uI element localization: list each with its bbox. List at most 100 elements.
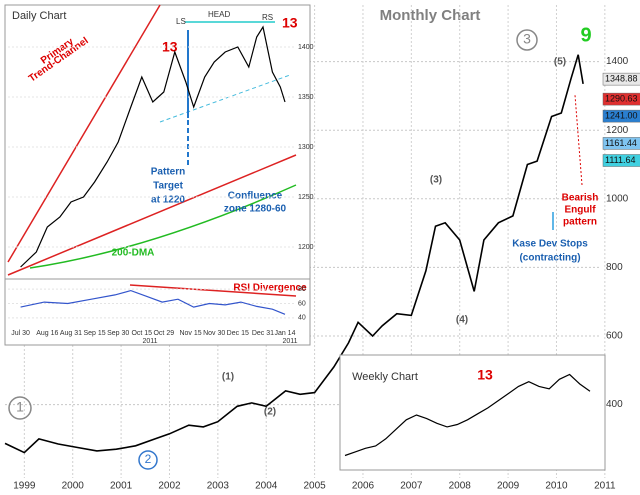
y-tick-label: 800 — [606, 262, 623, 273]
x-tick-label: 2011 — [594, 481, 616, 492]
inset-frame — [339, 354, 606, 471]
x-tick-label: 2004 — [255, 481, 278, 492]
x-tick-label: 2000 — [62, 481, 85, 492]
x-tick-label: 2001 — [110, 481, 133, 492]
y-tick-label: 1200 — [298, 244, 314, 251]
price-label: 1290.63 — [605, 93, 638, 103]
x-tick-label: Jul 30 — [11, 330, 30, 337]
annotation: 2011 — [142, 338, 157, 345]
annotation: 3 — [523, 31, 531, 47]
price-box — [602, 154, 640, 167]
y-tick-label: 1200 — [606, 125, 629, 136]
x-tick-label: Dec 15 — [227, 330, 249, 337]
inset-frame — [4, 4, 311, 346]
x-tick-label: Jan 14 — [274, 330, 295, 337]
y-tick-label: 60 — [298, 300, 306, 307]
annotation: Target — [153, 181, 183, 192]
x-tick-label: 1999 — [13, 481, 36, 492]
x-tick-label: Dec 31 — [252, 330, 274, 337]
price-label: 1241.00 — [605, 111, 638, 121]
x-tick-label: Oct 29 — [153, 330, 174, 337]
y-tick-label: 1000 — [606, 193, 629, 204]
annotation: RSI Divergence — [233, 283, 307, 294]
inset-title: Daily Chart — [12, 10, 66, 22]
x-tick-label: 2009 — [497, 481, 520, 492]
y-tick-label: 1400 — [606, 56, 629, 67]
annotation: Confluence — [228, 191, 283, 202]
x-tick-label: Nov 15 — [179, 330, 201, 337]
annotation: Kase Dev Stops — [512, 239, 588, 250]
channel-line — [7, 154, 297, 276]
x-tick-label: 2007 — [400, 481, 423, 492]
price-line — [20, 289, 286, 315]
annotation: 2011 — [282, 338, 297, 345]
price-box — [602, 109, 640, 123]
annotation: HEAD — [208, 10, 230, 19]
x-tick-label: 2005 — [303, 481, 326, 492]
x-tick-label: Nov 30 — [203, 330, 225, 337]
x-tick-label: 2006 — [352, 481, 375, 492]
annotation: LS — [176, 17, 186, 26]
annotation: (2) — [264, 407, 276, 418]
annotation: at 1220 — [151, 195, 185, 206]
price-label: 1348.88 — [605, 74, 638, 84]
rsi-panel: 40 60 80 — [8, 286, 306, 322]
annotation: (contracting) — [519, 253, 580, 264]
x-tick-label: 2002 — [158, 481, 181, 492]
x-tick-label: Sep 15 — [83, 330, 105, 337]
annotation: (5) — [554, 57, 566, 68]
y-tick-label: 1350 — [298, 94, 314, 101]
x-tick-label: Oct 15 — [131, 330, 152, 337]
annotation: 2 — [145, 452, 152, 466]
y-tick-label: 1250 — [298, 194, 314, 201]
y-tick-label: 80 — [298, 286, 306, 293]
arrow — [574, 94, 583, 186]
annotation: 9 — [580, 24, 591, 46]
x-tick-label: 2010 — [545, 481, 568, 492]
annotation: Bearish — [562, 193, 599, 204]
price-box — [602, 72, 640, 86]
price-line — [20, 25, 286, 268]
wave-circle — [138, 450, 158, 470]
daily-inset: Daily Chart Primary Trend-Channel LS HEA… — [4, 4, 314, 346]
y-tick-label: 1300 — [298, 144, 314, 151]
channel-line — [7, 4, 161, 263]
price-label: 1111.64 — [605, 155, 636, 165]
x-tick-label: Aug 31 — [60, 330, 82, 337]
x-tick-label: 2003 — [207, 481, 230, 492]
divergence-line — [129, 284, 297, 297]
annotation: Pattern — [151, 167, 185, 178]
neckline — [159, 74, 291, 123]
moving-average — [29, 184, 297, 269]
price-line — [344, 373, 591, 457]
annotation: 200-DMA — [112, 248, 155, 259]
annotation: 13 — [282, 15, 298, 31]
annotation: zone 1280-60 — [224, 204, 287, 215]
annotation: (4) — [456, 315, 468, 326]
x-tick-label: 2008 — [449, 481, 472, 492]
x-tick-label: Sep 30 — [107, 330, 129, 337]
price-box — [602, 137, 640, 150]
wave-circle — [8, 396, 32, 420]
annotation: (1) — [222, 372, 234, 383]
annotation: (3) — [430, 175, 442, 186]
weekly-inset: Weekly Chart 13 — [339, 354, 606, 471]
annotation: RS — [262, 13, 273, 22]
annotation: 1 — [16, 399, 24, 415]
y-tick-label: 40 — [298, 315, 306, 322]
price-label: 1161.44 — [605, 138, 637, 148]
monthly-annotations: (1) (2) (3) (4) (5) 1 2 3 9 Bearish Engu… — [8, 24, 599, 470]
annotation: pattern — [563, 217, 597, 228]
y-tick-label: 600 — [606, 331, 623, 342]
wave-circle — [516, 29, 538, 51]
chart-title: Monthly Chart — [380, 7, 481, 24]
annotation: 13 — [477, 367, 493, 383]
inset-title: Weekly Chart — [352, 371, 418, 383]
price-line — [4, 54, 584, 454]
x-tick-label: Aug 16 — [36, 330, 58, 337]
annotation: Engulf — [564, 205, 596, 216]
price-box — [602, 92, 640, 106]
y-tick-label: 1400 — [298, 44, 314, 51]
y-tick-label: 400 — [606, 399, 623, 410]
